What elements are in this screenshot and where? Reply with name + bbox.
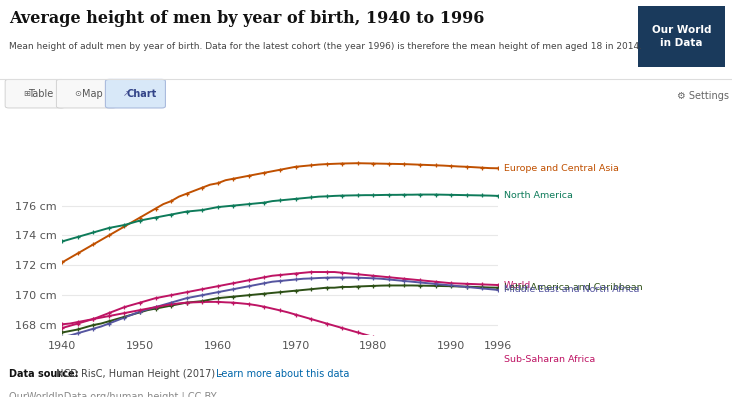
- Text: Map: Map: [82, 89, 102, 99]
- Text: ⊞: ⊞: [23, 89, 30, 98]
- Text: NCD RisC, Human Height (2017) –: NCD RisC, Human Height (2017) –: [53, 369, 226, 379]
- Text: Mean height of adult men by year of birth. Data for the latest cohort (the year : Mean height of adult men by year of birt…: [9, 42, 642, 51]
- Text: ⊙: ⊙: [74, 89, 81, 98]
- Text: ↗: ↗: [123, 89, 130, 98]
- Text: Data source:: Data source:: [9, 369, 78, 379]
- Text: Europe and Central Asia: Europe and Central Asia: [504, 164, 619, 173]
- Text: Our World
in Data: Our World in Data: [651, 25, 712, 48]
- Text: Sub-Saharan Africa: Sub-Saharan Africa: [504, 355, 595, 364]
- Text: Learn more about this data: Learn more about this data: [216, 369, 349, 379]
- Text: World: World: [504, 281, 531, 289]
- Text: Chart: Chart: [126, 89, 157, 99]
- Text: Latin America and Caribbean: Latin America and Caribbean: [504, 283, 643, 292]
- Text: Table: Table: [29, 89, 53, 99]
- Text: Middle East and North Africa: Middle East and North Africa: [504, 285, 639, 295]
- Text: OurWorldInData.org/human-height | CC BY: OurWorldInData.org/human-height | CC BY: [9, 391, 217, 397]
- Text: Average height of men by year of birth, 1940 to 1996: Average height of men by year of birth, …: [9, 10, 484, 27]
- Text: North America: North America: [504, 191, 573, 200]
- Text: ⚙ Settings: ⚙ Settings: [677, 91, 729, 101]
